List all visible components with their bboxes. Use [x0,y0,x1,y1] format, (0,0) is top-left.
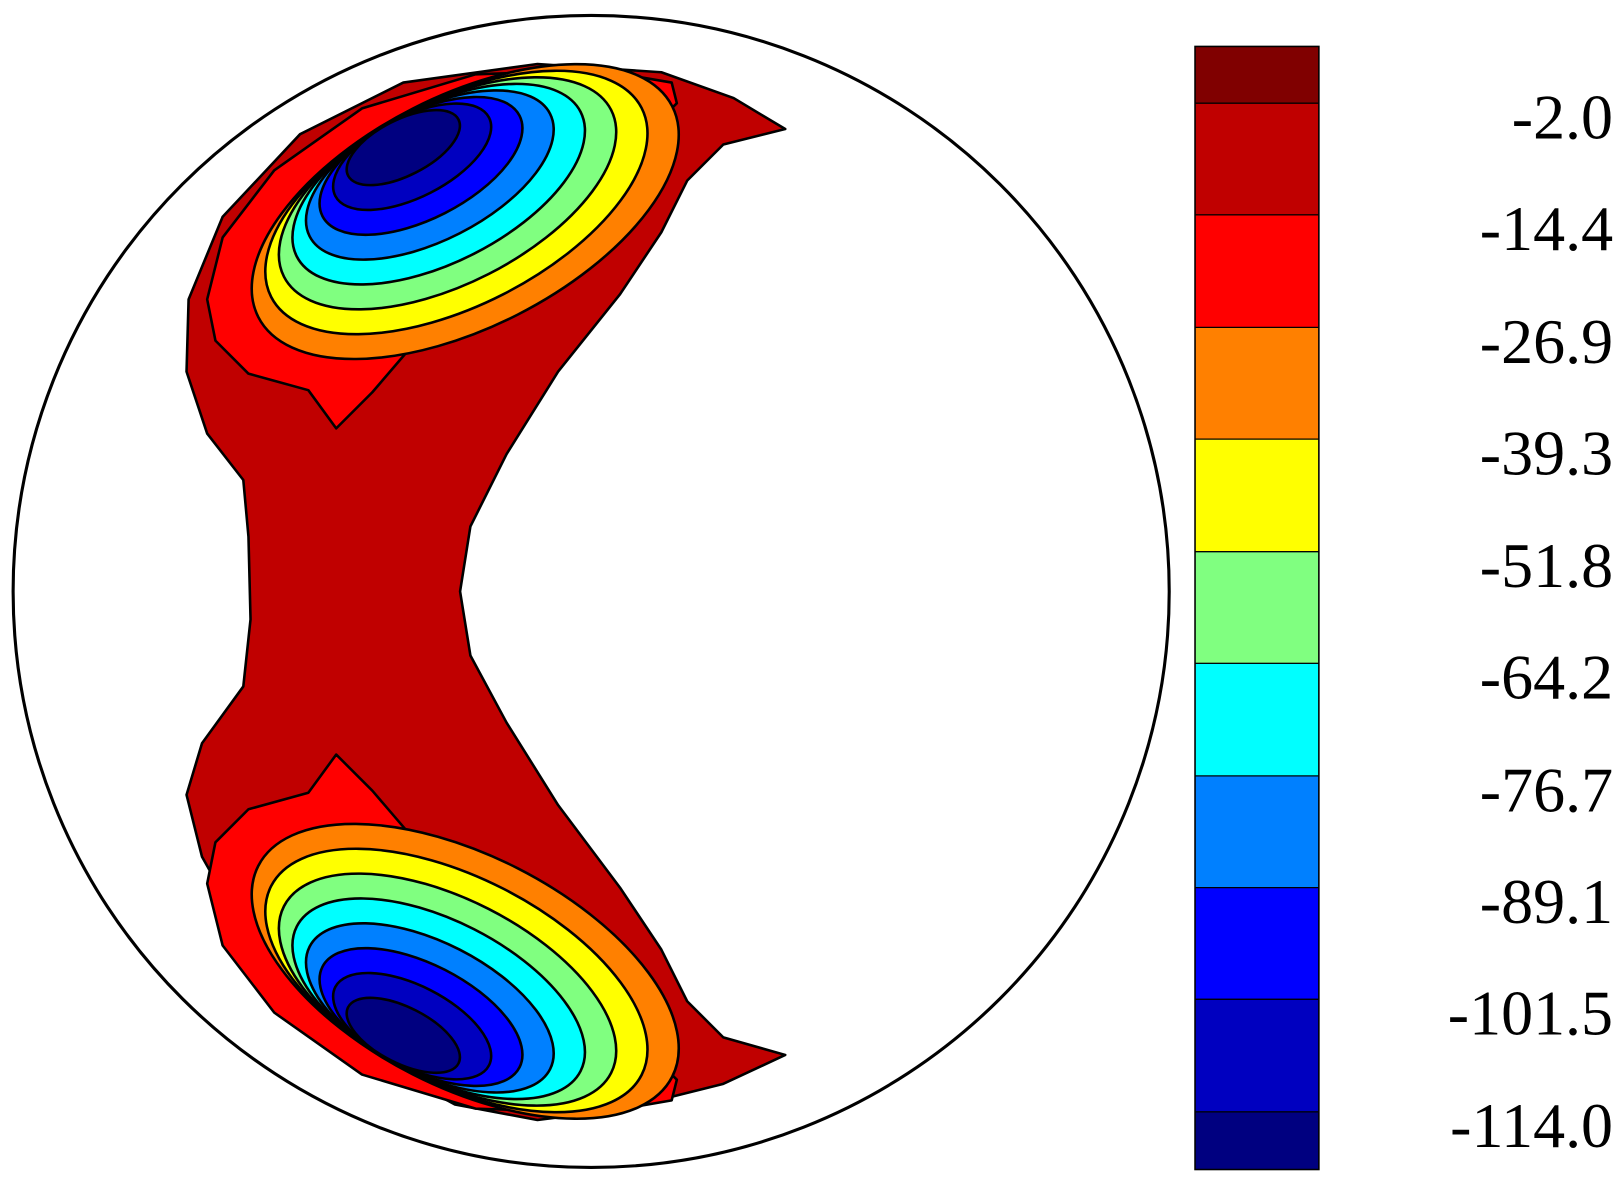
colorbar-band [1194,662,1320,777]
colorbar-tick-label: -101.5 [1448,978,1613,1049]
upper-lobe [205,62,681,430]
colorbar-tick-label: -64.2 [1480,642,1613,713]
colorbar-tick-label: -89.1 [1480,866,1613,937]
colorbar: -2.0 -14.4 -26.9 -39.3 -51.8 -64.2 -76.7 -89.1 -… [1194,45,1613,1171]
colorbar-tick-label: -26.9 [1480,306,1613,377]
colorbar-tick-label: -39.3 [1480,417,1613,488]
colorbar-band [1194,998,1320,1113]
colorbar-band [1194,326,1320,440]
colorbar-tick-label: -76.7 [1480,754,1613,825]
colorbar-band [1194,1111,1320,1171]
lower-lobe [205,753,681,1121]
colorbar-band [1194,551,1320,664]
colorbar-band [1194,775,1320,889]
colorbar-band [1194,102,1320,216]
colorbar-band [1194,214,1320,328]
colorbar-band [1194,45,1320,104]
contour-band [345,108,462,187]
colorbar-tick-label: -114.0 [1450,1090,1613,1161]
colorbar-band [1194,887,1320,1000]
contour-band [345,996,462,1075]
colorbar-tick-label: -51.8 [1480,530,1613,601]
contour-plot [185,62,787,1122]
colorbar-frame [1194,45,1320,1171]
colorbar-band [1194,438,1320,553]
colorbar-tick-label: -2.0 [1512,82,1613,153]
colorbar-tick-label: -14.4 [1480,193,1613,264]
